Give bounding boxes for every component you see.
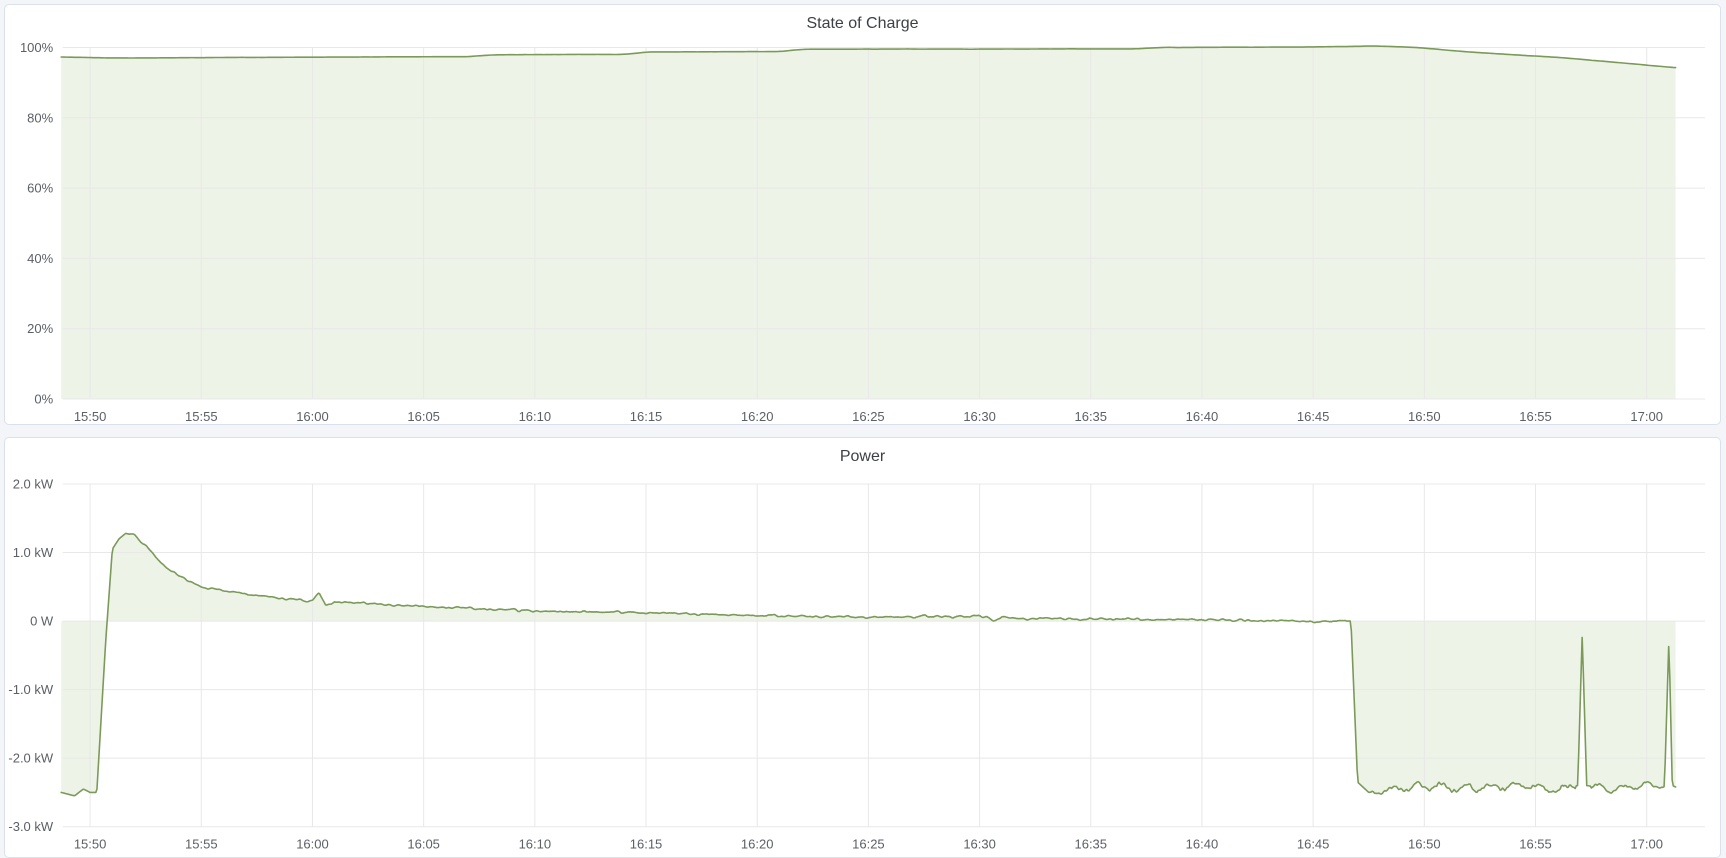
svg-text:0%: 0% <box>34 392 53 407</box>
svg-text:40%: 40% <box>27 251 53 266</box>
svg-text:16:35: 16:35 <box>1074 837 1107 852</box>
svg-text:16:00: 16:00 <box>296 837 329 852</box>
svg-text:16:30: 16:30 <box>963 409 996 424</box>
svg-text:16:55: 16:55 <box>1519 837 1552 852</box>
svg-text:15:55: 15:55 <box>185 409 218 424</box>
svg-text:16:20: 16:20 <box>741 409 774 424</box>
svg-text:17:00: 17:00 <box>1630 409 1663 424</box>
svg-text:16:00: 16:00 <box>296 409 329 424</box>
svg-text:-1.0 kW: -1.0 kW <box>8 682 54 697</box>
svg-text:16:40: 16:40 <box>1186 837 1219 852</box>
svg-text:-3.0 kW: -3.0 kW <box>8 819 54 834</box>
svg-text:15:55: 15:55 <box>185 837 218 852</box>
svg-text:16:20: 16:20 <box>741 837 774 852</box>
svg-text:20%: 20% <box>27 321 53 336</box>
svg-text:15:50: 15:50 <box>74 837 107 852</box>
svg-text:80%: 80% <box>27 110 53 125</box>
svg-text:16:50: 16:50 <box>1408 837 1441 852</box>
svg-text:16:45: 16:45 <box>1297 837 1330 852</box>
svg-text:16:25: 16:25 <box>852 409 885 424</box>
svg-text:1.0 kW: 1.0 kW <box>13 545 54 560</box>
svg-text:16:15: 16:15 <box>630 837 663 852</box>
svg-text:17:00: 17:00 <box>1630 837 1663 852</box>
svg-text:16:10: 16:10 <box>519 837 552 852</box>
svg-text:60%: 60% <box>27 181 53 196</box>
svg-text:16:05: 16:05 <box>407 409 440 424</box>
svg-text:16:45: 16:45 <box>1297 409 1330 424</box>
svg-text:16:30: 16:30 <box>963 837 996 852</box>
svg-text:16:40: 16:40 <box>1186 409 1219 424</box>
svg-text:15:50: 15:50 <box>74 409 107 424</box>
svg-text:16:10: 16:10 <box>519 409 552 424</box>
svg-text:16:05: 16:05 <box>407 837 440 852</box>
svg-text:-2.0 kW: -2.0 kW <box>8 751 54 766</box>
svg-text:16:55: 16:55 <box>1519 409 1552 424</box>
svg-text:16:25: 16:25 <box>852 837 885 852</box>
svg-text:0 W: 0 W <box>30 614 54 629</box>
svg-text:16:50: 16:50 <box>1408 409 1441 424</box>
svg-text:16:35: 16:35 <box>1074 409 1107 424</box>
svg-text:2.0 kW: 2.0 kW <box>13 477 54 492</box>
svg-text:16:15: 16:15 <box>630 409 663 424</box>
svg-text:100%: 100% <box>20 40 54 55</box>
